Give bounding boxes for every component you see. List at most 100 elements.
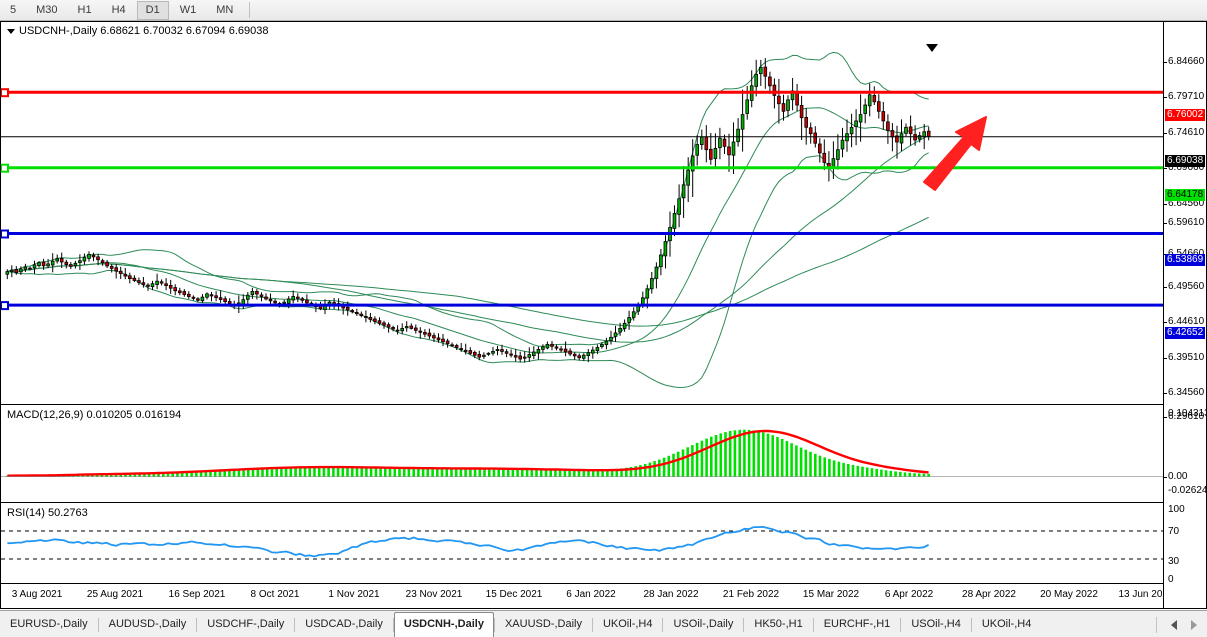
timeframe-5-button[interactable]: 5 — [10, 3, 17, 16]
blue-level-2-tag[interactable]: 6.42652 — [1165, 327, 1206, 339]
macd-bar — [851, 465, 855, 477]
rsi-tick-label: 100 — [1168, 504, 1185, 515]
candle-body — [572, 353, 577, 357]
resistance-level-tag[interactable]: 6.76002 — [1165, 109, 1206, 121]
timeframe-mn-button[interactable]: MN — [216, 3, 234, 16]
chart-tab[interactable]: XAUUSD-,Daily — [504, 618, 582, 630]
candle-body — [536, 349, 541, 354]
macd-bar — [695, 442, 699, 477]
price-scale[interactable]: 6.84660 6.79710 6.74610 6.69660 6.64560 6.596… — [1163, 22, 1207, 608]
macd-tick-label: -0.026249 — [1168, 485, 1207, 496]
macd-bar — [322, 467, 326, 477]
candle-body — [259, 294, 264, 297]
candle-body — [427, 332, 432, 337]
price-pane[interactable]: USDCNH-,Daily 6.68621 6.70032 6.67094 6.… — [1, 22, 1164, 405]
macd-bar — [544, 469, 548, 477]
candle-body — [681, 184, 686, 199]
chart-tab[interactable]: EURCHF-,H1 — [823, 618, 891, 630]
macd-bar — [747, 429, 751, 477]
macd-bar — [346, 467, 349, 477]
chart-tab[interactable]: AUDUSD-,Daily — [108, 618, 187, 630]
chart-tab[interactable]: EURUSD-,Daily — [10, 618, 88, 630]
candle-body — [595, 347, 600, 351]
level-handle-blue-level-2[interactable] — [1, 301, 9, 311]
macd-bar — [743, 429, 746, 477]
macd-bar — [681, 449, 685, 477]
macd-bar — [256, 467, 260, 477]
chart-tab[interactable]: USDCAD-,Daily — [305, 618, 383, 630]
candle-body — [41, 261, 46, 267]
macd-bar — [303, 467, 307, 477]
macd-bar — [880, 469, 883, 477]
candle-body — [173, 287, 178, 292]
chevron-down-icon[interactable] — [7, 28, 15, 34]
time-axis-label: 16 Sep 2021 — [168, 589, 226, 600]
candle-body — [350, 310, 354, 313]
macd-bar — [421, 468, 425, 477]
candle-body — [627, 317, 631, 323]
macd-bar — [554, 470, 557, 477]
macd-bar — [587, 470, 590, 477]
macd-bar — [818, 455, 822, 477]
macd-bar — [757, 431, 760, 477]
timeframe-m30-button[interactable]: M30 — [36, 3, 58, 16]
macd-bar — [894, 471, 897, 477]
candle-body — [709, 148, 713, 160]
support-level-tag[interactable]: 6.64178 — [1165, 189, 1206, 201]
candle-body — [9, 269, 14, 272]
time-axis-label: 21 Feb 2022 — [722, 589, 780, 600]
macd-bar — [700, 440, 704, 477]
candle-body — [100, 260, 105, 264]
candle-body — [700, 136, 704, 146]
candle-body — [78, 260, 82, 263]
chart-tab-active[interactable]: USDCNH-,Daily — [393, 612, 494, 637]
candle-body — [128, 275, 132, 280]
timeframe-h1-button[interactable]: H1 — [77, 3, 92, 16]
candle-body — [654, 266, 659, 279]
macd-bar — [728, 431, 732, 477]
tab-divider — [392, 618, 394, 632]
chart-tab[interactable]: UKOil-,H4 — [602, 618, 653, 630]
timeframe-h4-button[interactable]: H4 — [111, 3, 126, 16]
bullish-arrow-annotation[interactable] — [923, 116, 987, 191]
macd-bar — [558, 470, 562, 477]
macd-bar — [733, 430, 737, 477]
rsi-pane[interactable]: RSI(14) 50.2763 — [1, 504, 1164, 584]
scroll-right-icon[interactable] — [1191, 619, 1197, 630]
macd-pane[interactable]: MACD(12,26,9) 0.010205 0.016194 — [1, 406, 1164, 503]
macd-tick-label: 0.00 — [1168, 471, 1188, 482]
candle-body — [609, 336, 613, 341]
candle-body — [205, 293, 209, 298]
scroll-left-icon[interactable] — [1171, 619, 1177, 630]
macd-bar — [927, 473, 930, 477]
level-handle-support[interactable] — [1, 163, 9, 173]
price-tick — [1164, 62, 1167, 63]
candle-body — [768, 76, 772, 87]
last-price-tag[interactable]: 6.69038 — [1165, 155, 1206, 167]
blue-level-1-tag[interactable]: 6.53869 — [1165, 254, 1206, 266]
chart-tab[interactable]: HK50-,H1 — [754, 618, 803, 630]
candle-body — [137, 280, 141, 283]
rsi-chart-canvas — [1, 525, 1164, 560]
macd-bar — [209, 469, 212, 477]
chart-tab[interactable]: USDCHF-,Daily — [207, 618, 285, 630]
price-tick-label: 6.69660 — [1168, 162, 1205, 173]
macd-bar — [450, 468, 453, 477]
macd-bar — [440, 468, 444, 477]
macd-bar — [724, 432, 727, 477]
timeframe-d1-button[interactable]: D1 — [136, 0, 169, 20]
chart-tab[interactable]: USOil-,Daily — [673, 618, 734, 630]
level-handle-resistance[interactable] — [1, 88, 9, 98]
level-handle-blue-level-1[interactable] — [1, 229, 9, 239]
candle-body — [409, 325, 414, 329]
chart-tab[interactable]: USOil-,H4 — [911, 618, 961, 630]
candle-body — [740, 114, 745, 130]
bollinger-upper-band — [7, 51, 929, 347]
candle-body — [818, 143, 822, 154]
price-tick — [1164, 417, 1167, 418]
chart-tab[interactable]: UKOil-,H4 — [981, 618, 1032, 630]
timeframe-w1-button[interactable]: W1 — [179, 3, 197, 16]
candle-body — [504, 351, 509, 354]
candle-body — [286, 298, 291, 304]
candle-body — [227, 301, 232, 304]
